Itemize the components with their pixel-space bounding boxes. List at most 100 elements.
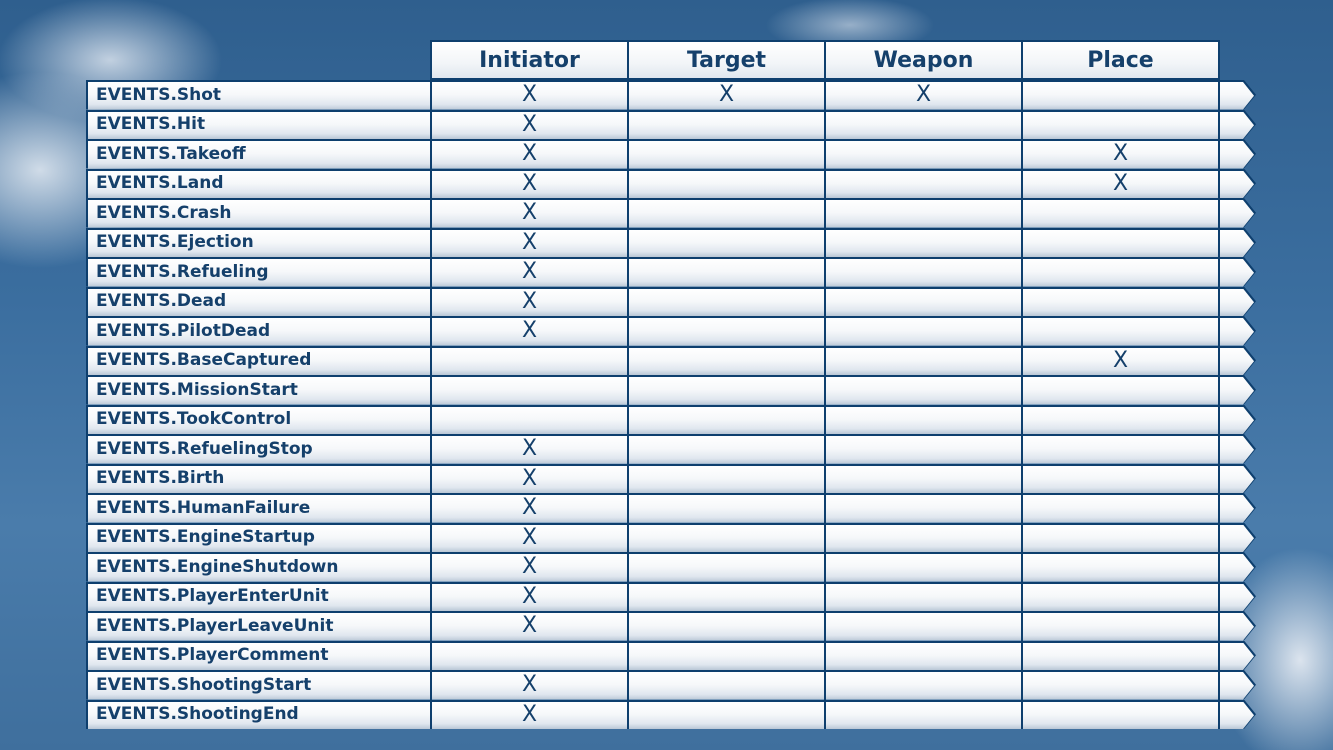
table-row: EVENTS.Refueling X [86,257,1256,287]
cell-target [627,345,824,375]
cell-initiator: X [430,80,627,110]
cell-weapon [824,345,1021,375]
table-row: EVENTS.PlayerEnterUnit X [86,581,1256,611]
cell-target [627,552,824,582]
cell-initiator: X [430,581,627,611]
cell-initiator: X [430,198,627,228]
row-background [88,672,1254,700]
column-divider [1218,522,1220,552]
row-background [88,642,1254,670]
cell-target [627,404,824,434]
row-background [88,701,1254,729]
cell-initiator: X [430,463,627,493]
event-name: EVENTS.Crash [96,202,232,223]
cell-weapon [824,581,1021,611]
column-divider [1218,198,1220,228]
cell-initiator [430,640,627,670]
cell-weapon: X [824,80,1021,110]
cell-initiator: X [430,699,627,729]
table-row: EVENTS.Dead X [86,286,1256,316]
event-name: EVENTS.Hit [96,114,206,135]
cell-place [1021,316,1218,346]
event-name: EVENTS.Takeoff [96,143,246,164]
column-divider [1218,493,1220,523]
cell-place [1021,493,1218,523]
cell-target [627,375,824,405]
event-name: EVENTS.HumanFailure [96,497,311,518]
cell-place [1021,611,1218,641]
cell-initiator: X [430,227,627,257]
event-name: EVENTS.PilotDead [96,320,271,341]
cell-target [627,139,824,169]
cell-weapon [824,463,1021,493]
cell-weapon [824,316,1021,346]
row-background [88,170,1254,198]
cell-target [627,581,824,611]
row-background [88,288,1254,316]
cell-place [1021,640,1218,670]
cell-target [627,286,824,316]
table-row: EVENTS.Takeoff X X [86,139,1256,169]
column-divider [1218,227,1220,257]
cell-weapon [824,434,1021,464]
cell-target [627,168,824,198]
table-row: EVENTS.ShootingStart X [86,670,1256,700]
cell-place: X [1021,139,1218,169]
table-row: EVENTS.RefuelingStop X [86,434,1256,464]
column-divider [1218,611,1220,641]
cell-place [1021,699,1218,729]
cell-weapon [824,109,1021,139]
table-row: EVENTS.Land X X [86,168,1256,198]
table-row: EVENTS.Birth X [86,463,1256,493]
table-row: EVENTS.PlayerComment [86,640,1256,670]
cell-weapon [824,227,1021,257]
column-header-target: Target [627,40,826,80]
table-row: EVENTS.MissionStart [86,375,1256,405]
cell-initiator: X [430,493,627,523]
event-name: EVENTS.BaseCaptured [96,350,312,371]
cell-weapon [824,168,1021,198]
cell-initiator [430,375,627,405]
column-divider [1218,316,1220,346]
column-divider [1218,552,1220,582]
event-name: EVENTS.EngineStartup [96,527,315,548]
cell-initiator: X [430,434,627,464]
cell-place: X [1021,168,1218,198]
column-divider [1218,109,1220,139]
table-row: EVENTS.Crash X [86,198,1256,228]
cell-place [1021,286,1218,316]
event-name: EVENTS.Ejection [96,232,254,253]
event-name: EVENTS.PlayerEnterUnit [96,586,329,607]
cell-weapon [824,375,1021,405]
cell-weapon [824,552,1021,582]
column-divider [1218,640,1220,670]
column-divider [1218,286,1220,316]
table-row: EVENTS.PilotDead X [86,316,1256,346]
table-row: EVENTS.BaseCaptured X [86,345,1256,375]
row-background [88,554,1254,582]
cell-place [1021,227,1218,257]
row-background [88,613,1254,641]
cell-target [627,463,824,493]
event-name: EVENTS.ShootingEnd [96,704,299,725]
event-name: EVENTS.Birth [96,468,225,489]
table-row: EVENTS.Hit X [86,109,1256,139]
column-header-weapon: Weapon [824,40,1023,80]
cell-target [627,699,824,729]
cell-target [627,227,824,257]
cell-target [627,257,824,287]
row-background [88,347,1254,375]
cell-target [627,198,824,228]
cell-initiator: X [430,286,627,316]
cell-target [627,316,824,346]
event-name: EVENTS.Land [96,173,224,194]
event-name: EVENTS.ShootingStart [96,674,312,695]
table-row: EVENTS.PlayerLeaveUnit X [86,611,1256,641]
cell-target [627,522,824,552]
cell-weapon [824,699,1021,729]
column-divider [1218,345,1220,375]
cell-weapon [824,522,1021,552]
cell-initiator: X [430,257,627,287]
column-divider [1218,168,1220,198]
column-header-place: Place [1021,40,1220,80]
